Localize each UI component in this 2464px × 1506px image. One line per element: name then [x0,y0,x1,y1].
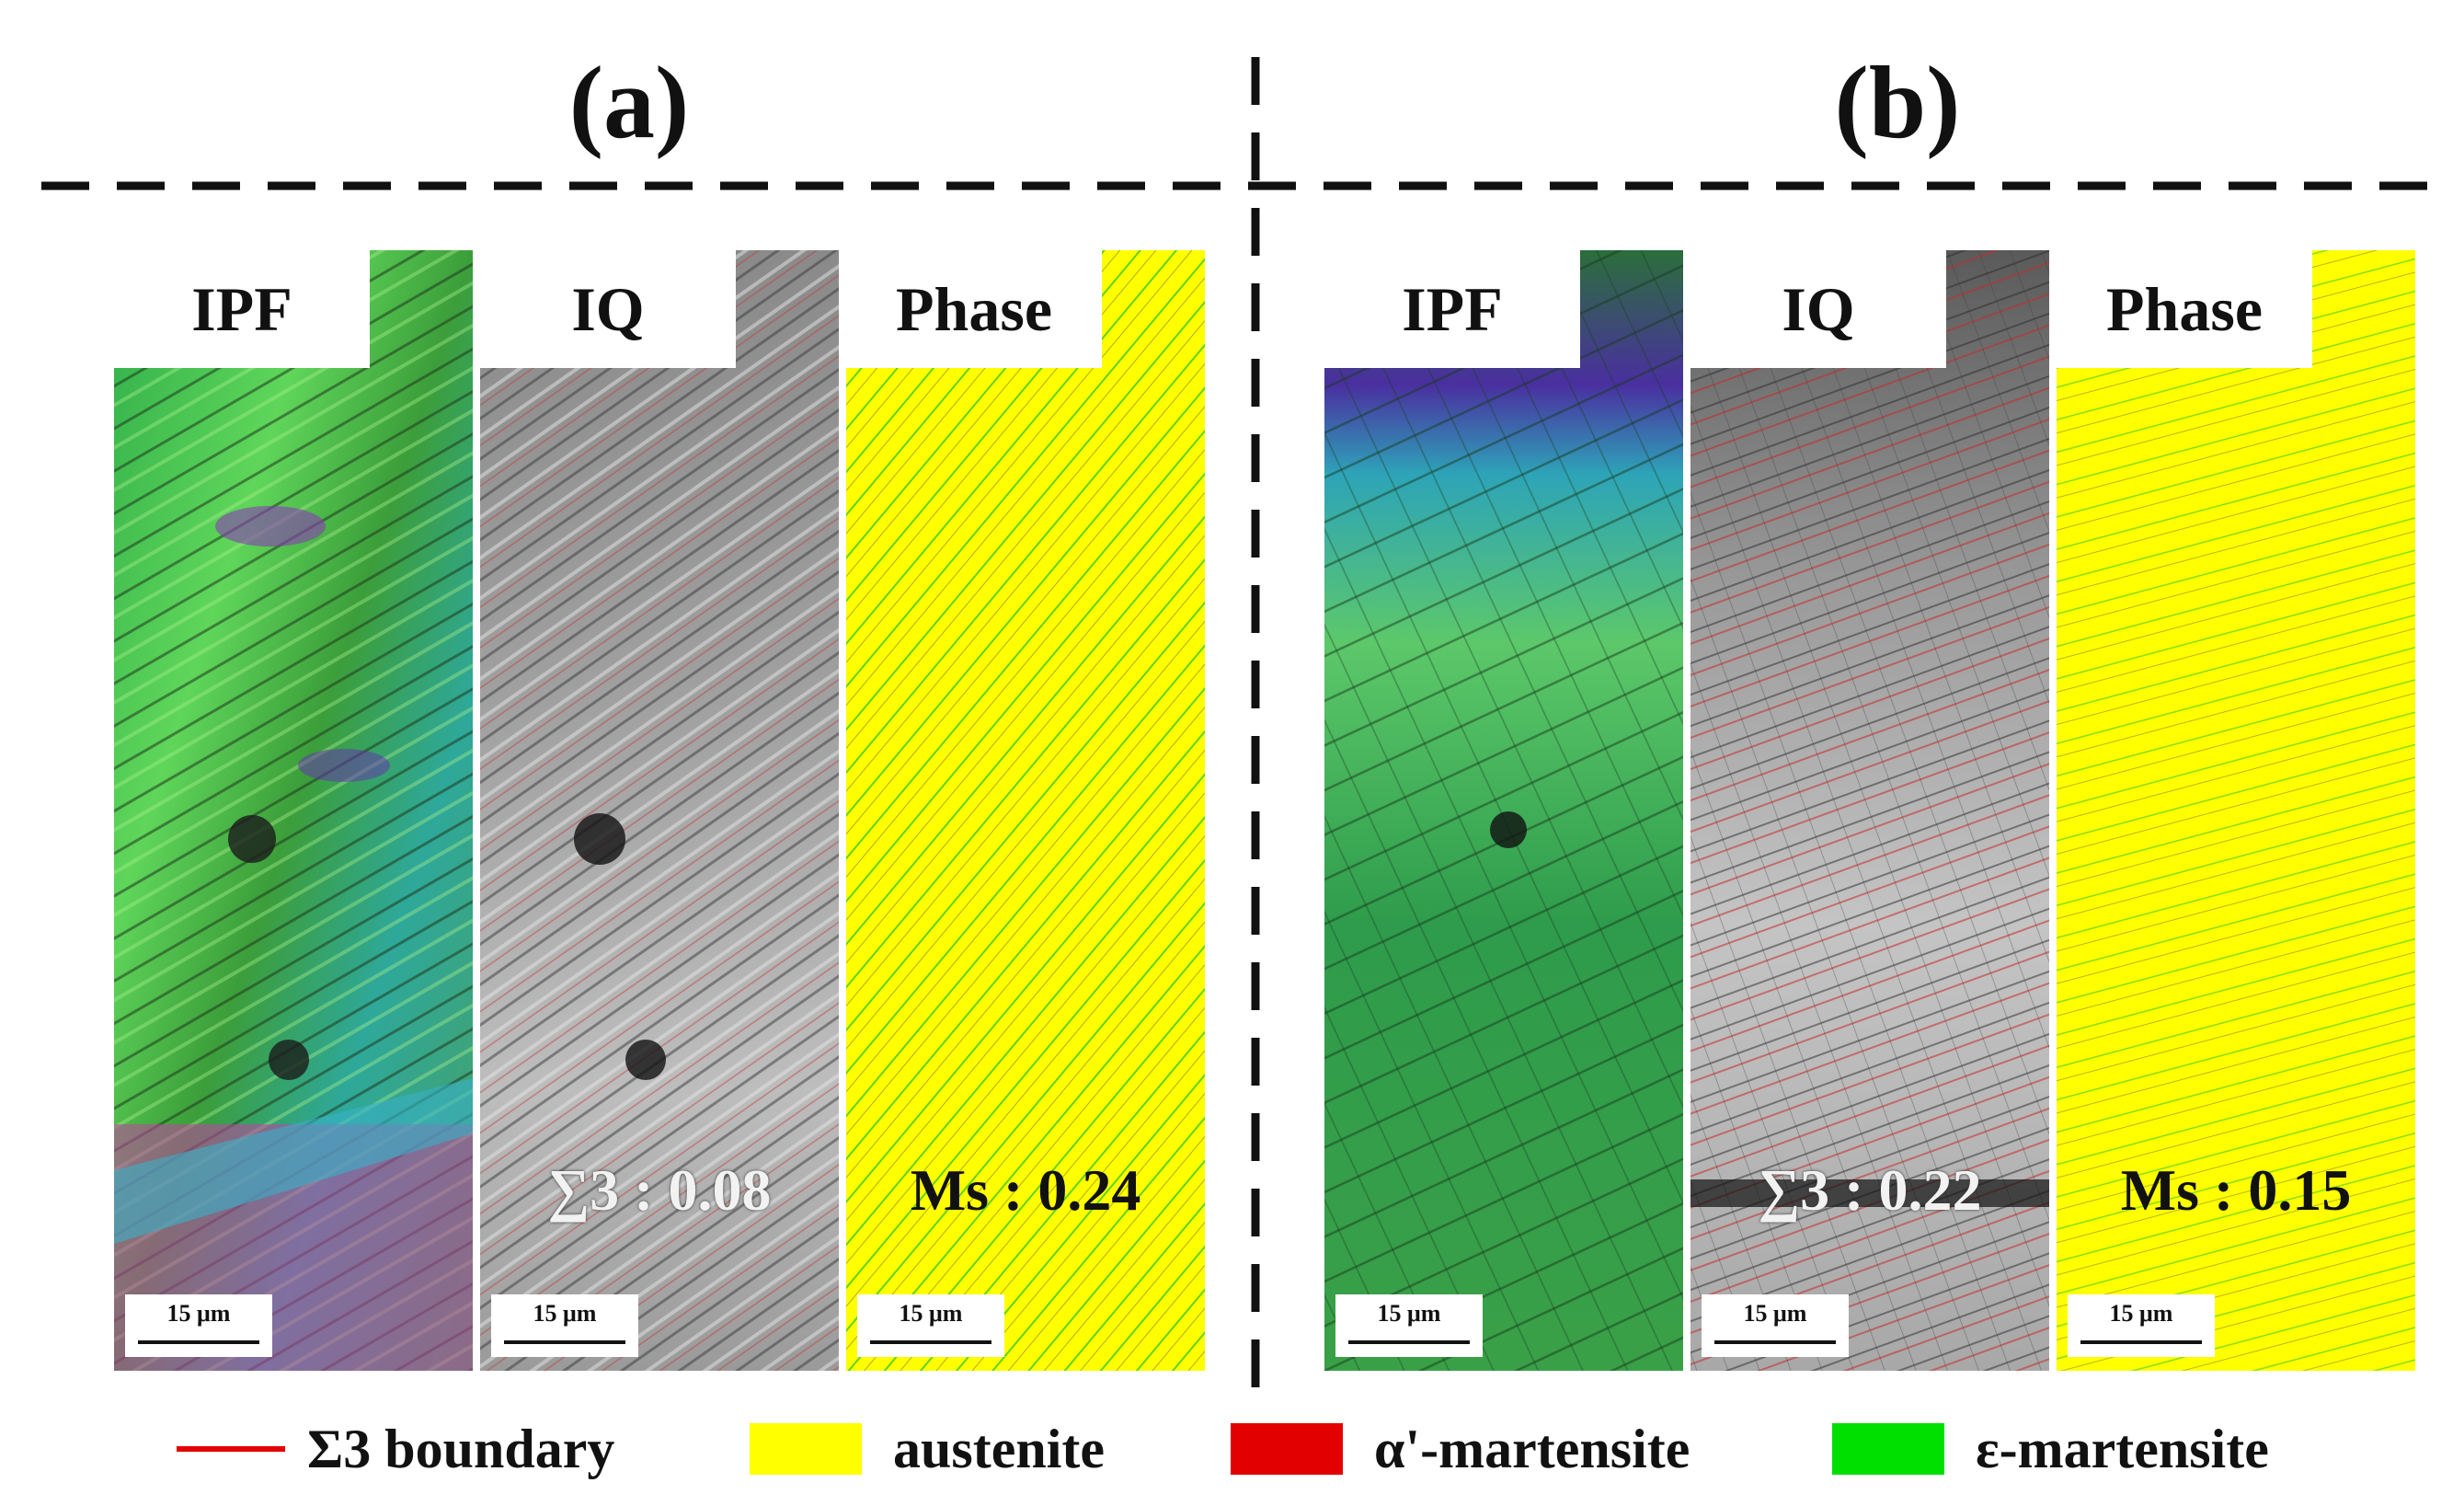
yellow-swatch [750,1423,862,1475]
phase-label: Phase [846,250,1102,368]
iq-label: IQ [480,250,736,368]
legend: Σ3 boundary austenite α'-martensite ε-ma… [0,1408,2464,1490]
legend-epsilon-martensite: ε-martensite [1832,1408,2269,1490]
ipf-texture [1324,250,1683,1371]
panel-b-phase-map: Phase Ms : 0.15 15 μm [2057,250,2415,1371]
ipf-texture [114,250,473,1371]
scale-bar: 15 μm [491,1294,638,1357]
panel-a-ipf-map: IPF 15 μm [114,250,473,1371]
sigma3-fraction: ∑3 : 0.08 [547,1157,772,1223]
red-line-swatch [177,1446,285,1452]
ms-fraction: Ms : 0.24 [910,1157,1141,1223]
phase-texture [2057,250,2415,1371]
sigma3-fraction: ∑3 : 0.22 [1758,1157,1982,1223]
panel-b-ipf-map: IPF 15 μm [1324,250,1683,1371]
scale-bar: 15 μm [2068,1294,2215,1357]
ipf-label: IPF [114,250,370,368]
scale-bar: 15 μm [1335,1294,1483,1357]
panel-a-phase-map: Phase Ms : 0.24 15 μm [846,250,1205,1371]
panel-a-iq-map: IQ ∑3 : 0.08 15 μm [480,250,839,1371]
ipf-label: IPF [1324,250,1580,368]
phase-texture [846,250,1205,1371]
scale-bar: 15 μm [857,1294,1004,1357]
iq-texture [1690,250,2049,1371]
green-swatch [1832,1423,1944,1475]
legend-austenite: austenite [750,1408,1105,1490]
panel-b-title: (b) [1834,46,1961,160]
red-swatch [1231,1423,1343,1475]
panel-a-title: (a) [568,46,690,160]
legend-alpha-martensite: α'-martensite [1231,1408,1690,1490]
ms-fraction: Ms : 0.15 [2120,1157,2352,1223]
legend-sigma3-boundary: Σ3 boundary [177,1408,614,1490]
iq-label: IQ [1690,250,1946,368]
scale-bar: 15 μm [1702,1294,1849,1357]
phase-label: Phase [2057,250,2312,368]
scale-bar: 15 μm [125,1294,272,1357]
iq-texture [480,250,839,1371]
panel-b-iq-map: IQ ∑3 : 0.22 15 μm [1690,250,2049,1371]
